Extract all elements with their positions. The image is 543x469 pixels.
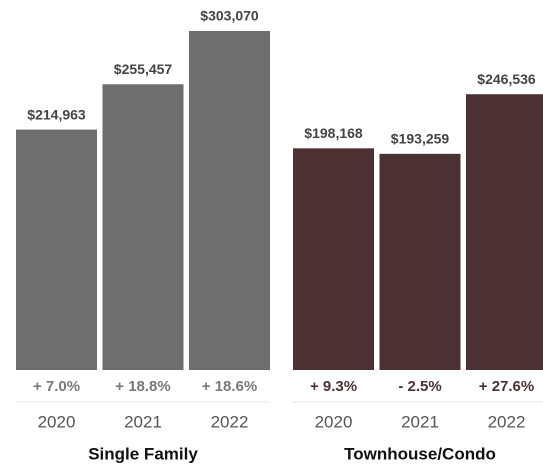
- change-label: + 18.6%: [202, 378, 257, 395]
- x-tick-label: 2022: [488, 412, 526, 431]
- change-label: + 18.8%: [115, 378, 170, 395]
- bar: [189, 31, 270, 370]
- bar: [466, 94, 543, 371]
- value-label: $214,963: [27, 106, 86, 122]
- x-tick-label: 2022: [211, 412, 249, 431]
- bar: [16, 129, 97, 370]
- panel-title: Single Family: [88, 444, 198, 463]
- bar: [293, 148, 374, 370]
- change-label: - 2.5%: [398, 378, 441, 395]
- x-tick-label: 2020: [315, 412, 353, 431]
- panel-title: Townhouse/Condo: [344, 444, 496, 463]
- x-tick-label: 2021: [124, 412, 162, 431]
- bar: [379, 153, 461, 370]
- value-label: $255,457: [114, 61, 173, 77]
- x-tick-label: 2020: [38, 412, 76, 431]
- change-label: + 27.6%: [479, 378, 534, 395]
- value-label: $198,168: [304, 125, 363, 141]
- value-label: $193,259: [391, 131, 450, 147]
- change-label: + 9.3%: [310, 378, 357, 395]
- value-label: $246,536: [477, 71, 536, 87]
- x-tick-label: 2021: [401, 412, 439, 431]
- change-label: + 7.0%: [33, 378, 80, 395]
- bar: [102, 84, 184, 370]
- value-label: $303,070: [200, 8, 259, 24]
